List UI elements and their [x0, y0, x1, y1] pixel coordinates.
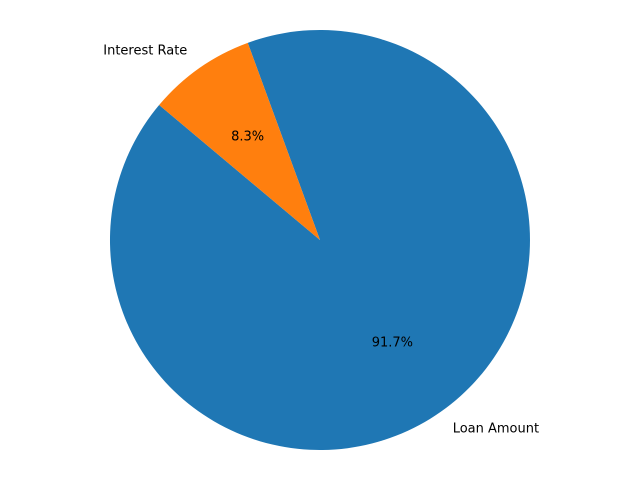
pie-category-label: Loan Amount	[453, 422, 539, 437]
pie-category-label: Interest Rate	[103, 43, 187, 58]
pie-slice-interest-rate	[159, 42, 320, 240]
pie-labels: 91.7% Loan Amount 8.3% Interest Rate	[103, 43, 539, 436]
pie-slices	[109, 30, 530, 451]
pie-slice-loan-amount	[109, 30, 530, 451]
pie-percent-label: 91.7%	[372, 336, 413, 351]
pie-percent-label: 8.3%	[231, 129, 264, 144]
